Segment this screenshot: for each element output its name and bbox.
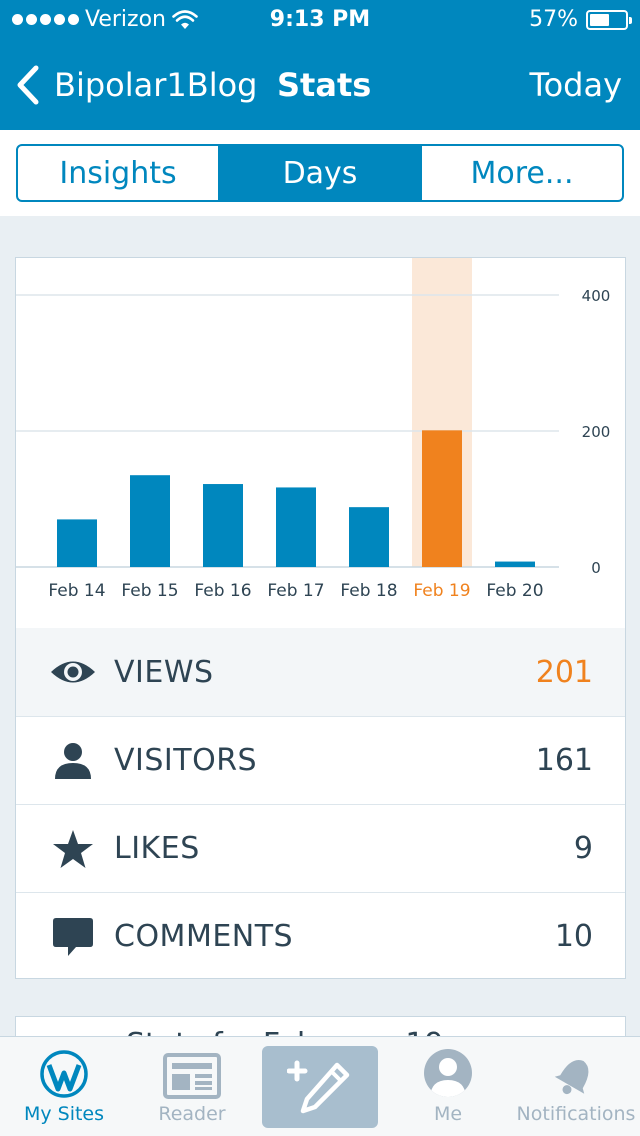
- write-post-button[interactable]: [262, 1046, 378, 1128]
- stat-value: 10: [554, 919, 593, 954]
- x-tick-label: Feb 15: [121, 581, 178, 601]
- chart-svg: 0 200 400 Feb 14 Feb 15 Feb 16 Feb 17 Feb 18 Feb…: [16, 258, 611, 601]
- stat-label: VIEWS: [114, 654, 214, 690]
- tab-notifications[interactable]: Notifications: [512, 1037, 640, 1136]
- eye-icon: [48, 647, 98, 697]
- new-post-icon: [287, 1060, 350, 1114]
- wifi-icon: [172, 9, 198, 29]
- stat-label: COMMENTS: [114, 919, 294, 954]
- period-button[interactable]: Today: [529, 66, 622, 104]
- bar-feb-18[interactable]: [349, 507, 389, 567]
- stats-list: VIEWS 201 VISITORS 161 LIKES 9: [16, 628, 625, 980]
- stats-card: 0 200 400 Feb 14 Feb 15 Feb 16 Feb 17 Feb 18 Feb…: [15, 257, 626, 979]
- bar-feb-17[interactable]: [276, 487, 316, 567]
- reader-icon: [163, 1053, 221, 1099]
- stat-row-likes[interactable]: LIKES 9: [16, 804, 625, 892]
- carrier-info: Verizon: [12, 7, 198, 32]
- page-title: Stats: [277, 66, 372, 104]
- status-time: 9:13 PM: [269, 7, 371, 32]
- x-tick-label: Feb 17: [267, 581, 324, 601]
- bar-feb-14[interactable]: [57, 519, 97, 567]
- battery-info: 57%: [529, 7, 632, 32]
- tab-label: Notifications: [516, 1103, 636, 1125]
- signal-icon: [12, 14, 79, 25]
- tab-reader[interactable]: Reader: [128, 1037, 256, 1136]
- carrier-name: Verizon: [85, 7, 166, 32]
- bar-feb-20[interactable]: [495, 561, 535, 567]
- status-bar: Verizon 9:13 PM 57%: [0, 0, 640, 40]
- bar-feb-16[interactable]: [203, 484, 243, 567]
- tab-label: Me: [433, 1103, 463, 1125]
- x-tick-label: Feb 20: [486, 581, 543, 601]
- stat-label: VISITORS: [114, 743, 258, 778]
- me-icon: [424, 1049, 472, 1097]
- stat-row-views[interactable]: VIEWS 201: [16, 628, 625, 716]
- stat-value: 201: [535, 654, 593, 690]
- bell-icon: [554, 1060, 589, 1095]
- battery-percent: 57%: [529, 7, 578, 32]
- views-bar-chart: 0 200 400 Feb 14 Feb 15 Feb 16 Feb 17 Feb 18 Feb…: [16, 258, 625, 628]
- tab-me[interactable]: Me: [384, 1037, 512, 1136]
- back-label: Bipolar1Blog: [54, 66, 258, 104]
- bar-feb-15[interactable]: [130, 475, 170, 567]
- y-tick-label: 400: [582, 287, 611, 305]
- tab-label: My Sites: [23, 1103, 105, 1125]
- star-icon: [48, 824, 98, 874]
- tab-bar: My Sites Reader: [0, 1036, 640, 1136]
- x-tick-label: Feb 16: [194, 581, 251, 601]
- tab-my-sites[interactable]: My Sites: [0, 1037, 128, 1136]
- x-tick-label: Feb 19: [413, 581, 470, 601]
- comment-icon: [48, 912, 98, 962]
- wordpress-icon: [40, 1050, 88, 1098]
- x-tick-label: Feb 14: [48, 581, 105, 601]
- back-button[interactable]: Bipolar1Blog: [14, 64, 257, 106]
- stat-row-visitors[interactable]: VISITORS 161: [16, 716, 625, 804]
- tab-label: Reader: [158, 1103, 226, 1125]
- chevron-left-icon: [17, 65, 39, 105]
- segmented-control: Insights Days More...: [16, 144, 624, 202]
- segment-more[interactable]: More...: [420, 146, 622, 200]
- segment-container: Insights Days More...: [0, 130, 640, 216]
- navigation-bar: Bipolar1Blog Stats Today: [0, 40, 640, 130]
- stat-row-comments[interactable]: COMMENTS 10: [16, 892, 625, 980]
- person-icon: [48, 736, 98, 786]
- segment-insights[interactable]: Insights: [59, 155, 177, 191]
- stat-label: LIKES: [114, 831, 200, 866]
- x-tick-label: Feb 18: [340, 581, 397, 601]
- y-tick-label: 200: [582, 423, 611, 441]
- bar-feb-19[interactable]: [422, 430, 462, 567]
- battery-icon: [586, 9, 632, 30]
- y-tick-label: 0: [591, 559, 601, 577]
- stat-value: 9: [573, 831, 593, 866]
- segment-days[interactable]: Days: [218, 146, 420, 200]
- stat-value: 161: [535, 743, 593, 778]
